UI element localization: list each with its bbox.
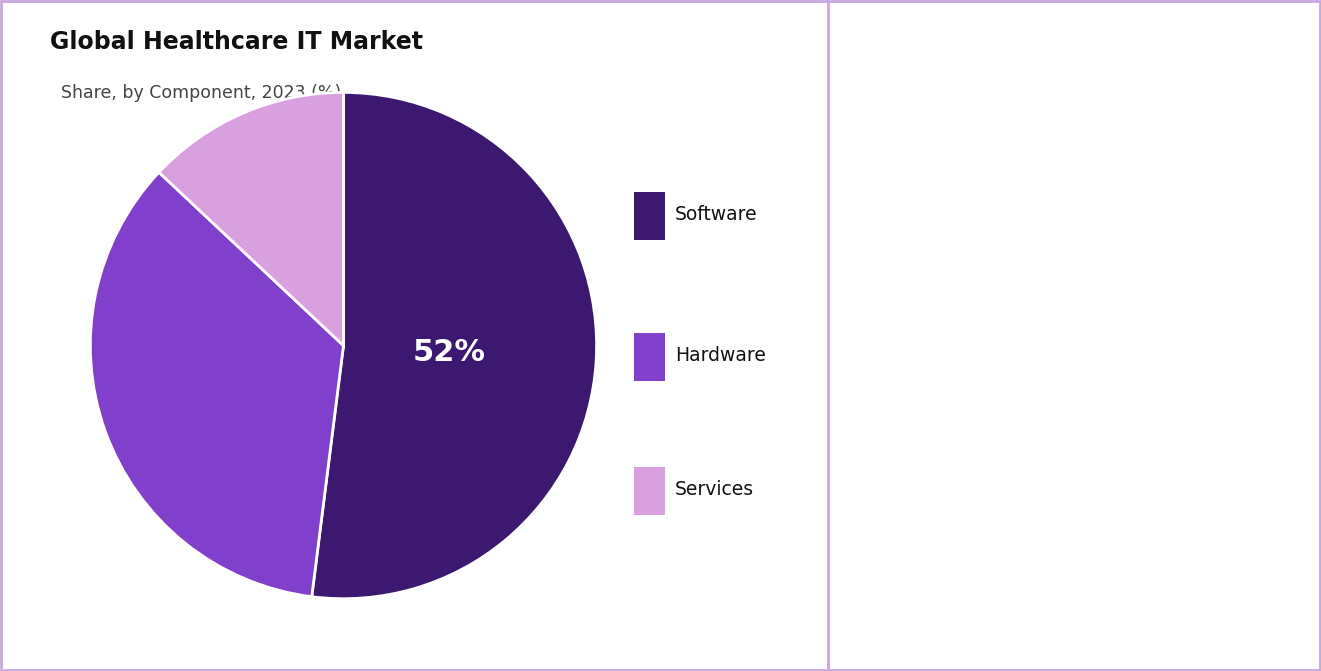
Text: Total Market Size
(USD Billion), 2023: Total Market Size (USD Billion), 2023 [971, 285, 1178, 329]
Text: Share, by Component, 2023 (%): Share, by Component, 2023 (%) [50, 84, 341, 102]
Bar [634, 333, 664, 381]
Bar [634, 192, 664, 240]
Wedge shape [90, 172, 343, 597]
Bar [634, 467, 664, 515]
Text: $: $ [1063, 530, 1086, 564]
Wedge shape [159, 93, 343, 346]
Text: Software: Software [675, 205, 758, 224]
Text: ɱll  market.us: ɱll market.us [989, 54, 1160, 74]
Text: CAGR
2024–2033: CAGR 2024–2033 [1016, 449, 1133, 493]
Wedge shape [312, 93, 597, 599]
Text: 17%: 17% [1008, 372, 1141, 426]
Text: 52%: 52% [413, 338, 486, 367]
Text: ONE STOP SHOP FOR THE REPORTS: ONE STOP SHOP FOR THE REPORTS [999, 99, 1151, 109]
Text: Hardware: Hardware [675, 346, 766, 365]
Text: Services: Services [675, 480, 754, 499]
Text: Global Healthcare IT Market: Global Healthcare IT Market [50, 30, 423, 54]
Text: 374 B: 374 B [978, 195, 1172, 254]
